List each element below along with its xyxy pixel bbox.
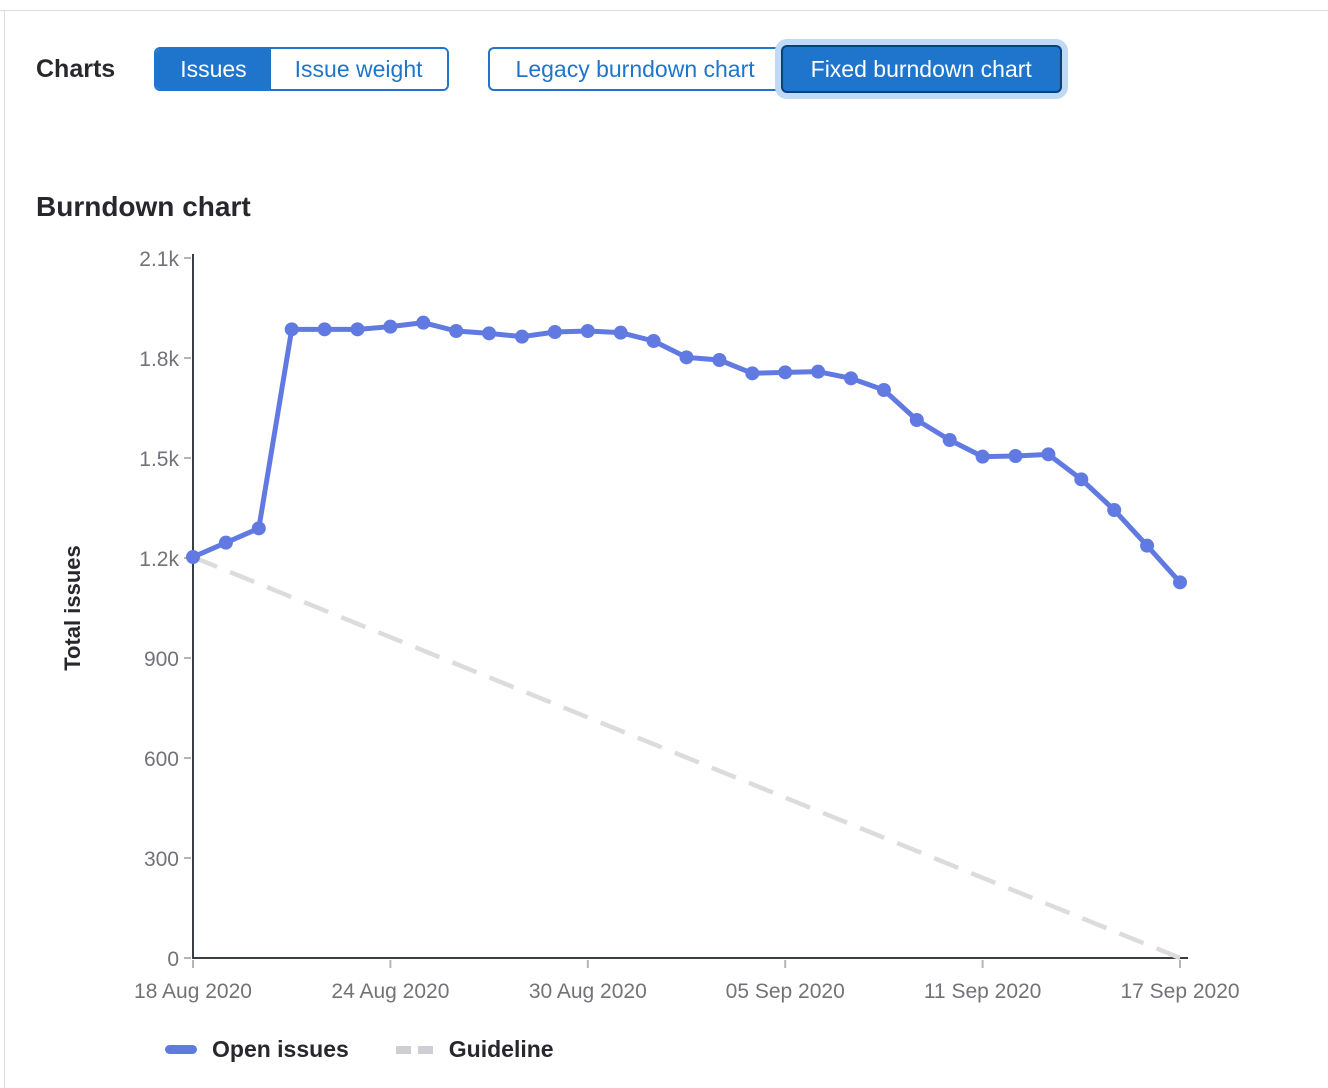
- burndown-chart-svg: 0 300 600 900 1.2k 1.5k 1.8k 2.1k 18 Aug 2020 24 …: [60, 248, 1240, 1003]
- burndown-chart: 0 300 600 900 1.2k 1.5k 1.8k 2.1k 18 Aug 2020 24 …: [40, 240, 1300, 1020]
- legacy-burndown-chart-button[interactable]: Legacy burndown chart: [487, 47, 781, 91]
- open-issues-swatch-icon: [165, 1045, 197, 1054]
- axes: 0 300 600 900 1.2k 1.5k 1.8k 2.1k 18 Aug 2020 24 …: [134, 248, 1240, 1003]
- legend-label-open-issues: Open issues: [212, 1036, 349, 1062]
- svg-text:600: 600: [144, 748, 179, 771]
- svg-text:900: 900: [144, 648, 179, 671]
- open-issues-points: [186, 315, 1187, 590]
- issue-type-toggle-group: Issues Issue weight: [154, 47, 449, 91]
- left-divider: [4, 10, 5, 1088]
- svg-text:1.2k: 1.2k: [139, 548, 179, 571]
- svg-text:1.8k: 1.8k: [139, 348, 179, 371]
- issues-toggle-button[interactable]: Issues: [156, 49, 271, 89]
- charts-label: Charts: [36, 55, 116, 83]
- chart-version-toggle-group: Legacy burndown chart Fixed burndown cha…: [487, 45, 1062, 93]
- guideline-swatch-icon: [395, 1045, 433, 1054]
- charts-toolbar: Charts Issues Issue weight Legacy burndo…: [36, 45, 1062, 93]
- svg-text:1.5k: 1.5k: [139, 448, 179, 471]
- guideline-line: [192, 554, 1181, 961]
- svg-text:0: 0: [167, 948, 179, 971]
- issue-weight-toggle-button[interactable]: Issue weight: [270, 49, 447, 89]
- svg-text:18 Aug 2020: 18 Aug 2020: [134, 980, 252, 1003]
- svg-text:30 Aug 2020: 30 Aug 2020: [529, 980, 647, 1003]
- svg-text:17 Sep 2020: 17 Sep 2020: [1120, 980, 1239, 1003]
- burndown-chart-heading: Burndown chart: [36, 191, 251, 223]
- svg-text:300: 300: [144, 848, 179, 871]
- legend-item-open-issues: Open issues: [165, 1036, 349, 1063]
- svg-text:2.1k: 2.1k: [139, 248, 179, 271]
- fixed-burndown-chart-button[interactable]: Fixed burndown chart: [780, 45, 1062, 93]
- svg-text:11 Sep 2020: 11 Sep 2020: [924, 980, 1042, 1003]
- svg-text:24 Aug 2020: 24 Aug 2020: [331, 980, 449, 1003]
- chart-legend: Open issues Guideline: [165, 1036, 554, 1063]
- top-divider: [0, 10, 1328, 11]
- legend-item-guideline: Guideline: [395, 1036, 554, 1063]
- svg-text:05 Sep 2020: 05 Sep 2020: [726, 980, 845, 1003]
- y-axis-title: Total issues: [60, 545, 85, 671]
- legend-label-guideline: Guideline: [448, 1036, 554, 1062]
